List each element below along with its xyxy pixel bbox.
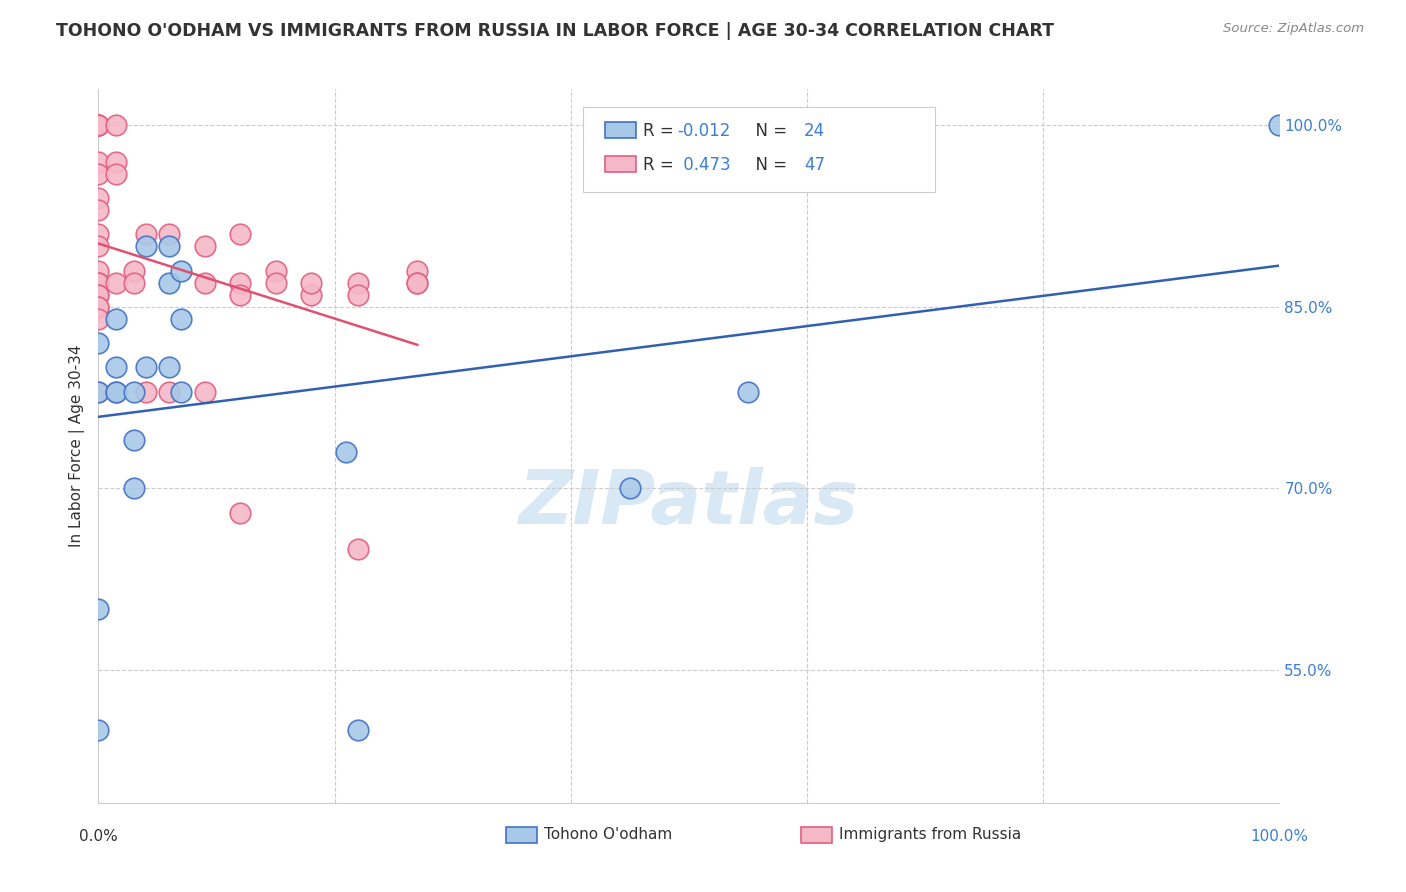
Point bbox=[87, 602, 110, 616]
Point bbox=[194, 239, 217, 253]
Text: 24: 24 bbox=[804, 122, 825, 140]
Point bbox=[87, 191, 110, 205]
Point bbox=[105, 276, 128, 290]
Point bbox=[170, 384, 193, 399]
Point bbox=[87, 288, 110, 302]
Point bbox=[87, 276, 110, 290]
Point bbox=[347, 276, 370, 290]
Y-axis label: In Labor Force | Age 30-34: In Labor Force | Age 30-34 bbox=[69, 344, 86, 548]
Point bbox=[157, 276, 180, 290]
Point bbox=[264, 263, 287, 277]
Point bbox=[135, 239, 157, 253]
Point bbox=[157, 239, 180, 253]
Point bbox=[87, 276, 110, 290]
Point bbox=[87, 300, 110, 314]
Point bbox=[87, 227, 110, 242]
Point bbox=[87, 276, 110, 290]
Text: 47: 47 bbox=[804, 156, 825, 174]
Point bbox=[105, 384, 128, 399]
Point bbox=[194, 276, 217, 290]
Point bbox=[122, 433, 145, 447]
Point bbox=[105, 360, 128, 375]
Text: ZIPatlas: ZIPatlas bbox=[519, 467, 859, 540]
Point bbox=[347, 541, 370, 556]
Point bbox=[87, 167, 110, 181]
Text: 0.0%: 0.0% bbox=[79, 830, 118, 845]
Point bbox=[347, 288, 370, 302]
Text: TOHONO O'ODHAM VS IMMIGRANTS FROM RUSSIA IN LABOR FORCE | AGE 30-34 CORRELATION : TOHONO O'ODHAM VS IMMIGRANTS FROM RUSSIA… bbox=[56, 22, 1054, 40]
Point bbox=[87, 119, 110, 133]
Point bbox=[299, 288, 322, 302]
Point bbox=[229, 227, 252, 242]
Point bbox=[135, 360, 157, 375]
Point bbox=[87, 119, 110, 133]
Point bbox=[406, 276, 429, 290]
Point bbox=[264, 276, 287, 290]
Point bbox=[87, 154, 110, 169]
Point bbox=[122, 481, 145, 495]
Point bbox=[347, 723, 370, 738]
Point bbox=[1268, 119, 1291, 133]
Point bbox=[87, 239, 110, 253]
Text: N =: N = bbox=[745, 156, 793, 174]
Point bbox=[87, 312, 110, 326]
Point bbox=[105, 119, 128, 133]
Point bbox=[87, 384, 110, 399]
Point bbox=[406, 276, 429, 290]
Text: Tohono O'odham: Tohono O'odham bbox=[544, 827, 672, 842]
Point bbox=[194, 384, 217, 399]
Point bbox=[122, 263, 145, 277]
Point bbox=[157, 360, 180, 375]
Text: R =: R = bbox=[643, 156, 679, 174]
Text: R =: R = bbox=[643, 122, 679, 140]
Text: N =: N = bbox=[745, 122, 793, 140]
Point bbox=[335, 445, 357, 459]
Point bbox=[122, 276, 145, 290]
Point bbox=[105, 154, 128, 169]
Point bbox=[105, 384, 128, 399]
Point bbox=[406, 263, 429, 277]
Point bbox=[737, 384, 759, 399]
Text: Source: ZipAtlas.com: Source: ZipAtlas.com bbox=[1223, 22, 1364, 36]
Point bbox=[619, 481, 641, 495]
Point bbox=[87, 723, 110, 738]
Point bbox=[170, 263, 193, 277]
Point bbox=[87, 119, 110, 133]
Text: 100.0%: 100.0% bbox=[1250, 830, 1309, 845]
Text: 0.473: 0.473 bbox=[678, 156, 730, 174]
Point bbox=[87, 300, 110, 314]
Point bbox=[122, 384, 145, 399]
Point bbox=[87, 119, 110, 133]
Point bbox=[87, 203, 110, 218]
Point bbox=[135, 227, 157, 242]
Point bbox=[157, 227, 180, 242]
Point bbox=[229, 288, 252, 302]
Point bbox=[87, 384, 110, 399]
Point bbox=[87, 288, 110, 302]
Point bbox=[229, 506, 252, 520]
Point bbox=[299, 276, 322, 290]
Point bbox=[135, 384, 157, 399]
Text: Immigrants from Russia: Immigrants from Russia bbox=[839, 827, 1022, 842]
Point bbox=[87, 336, 110, 351]
Point bbox=[105, 312, 128, 326]
Point bbox=[170, 312, 193, 326]
Point bbox=[105, 167, 128, 181]
Point bbox=[157, 384, 180, 399]
Point bbox=[87, 263, 110, 277]
Text: -0.012: -0.012 bbox=[678, 122, 731, 140]
Point bbox=[229, 276, 252, 290]
